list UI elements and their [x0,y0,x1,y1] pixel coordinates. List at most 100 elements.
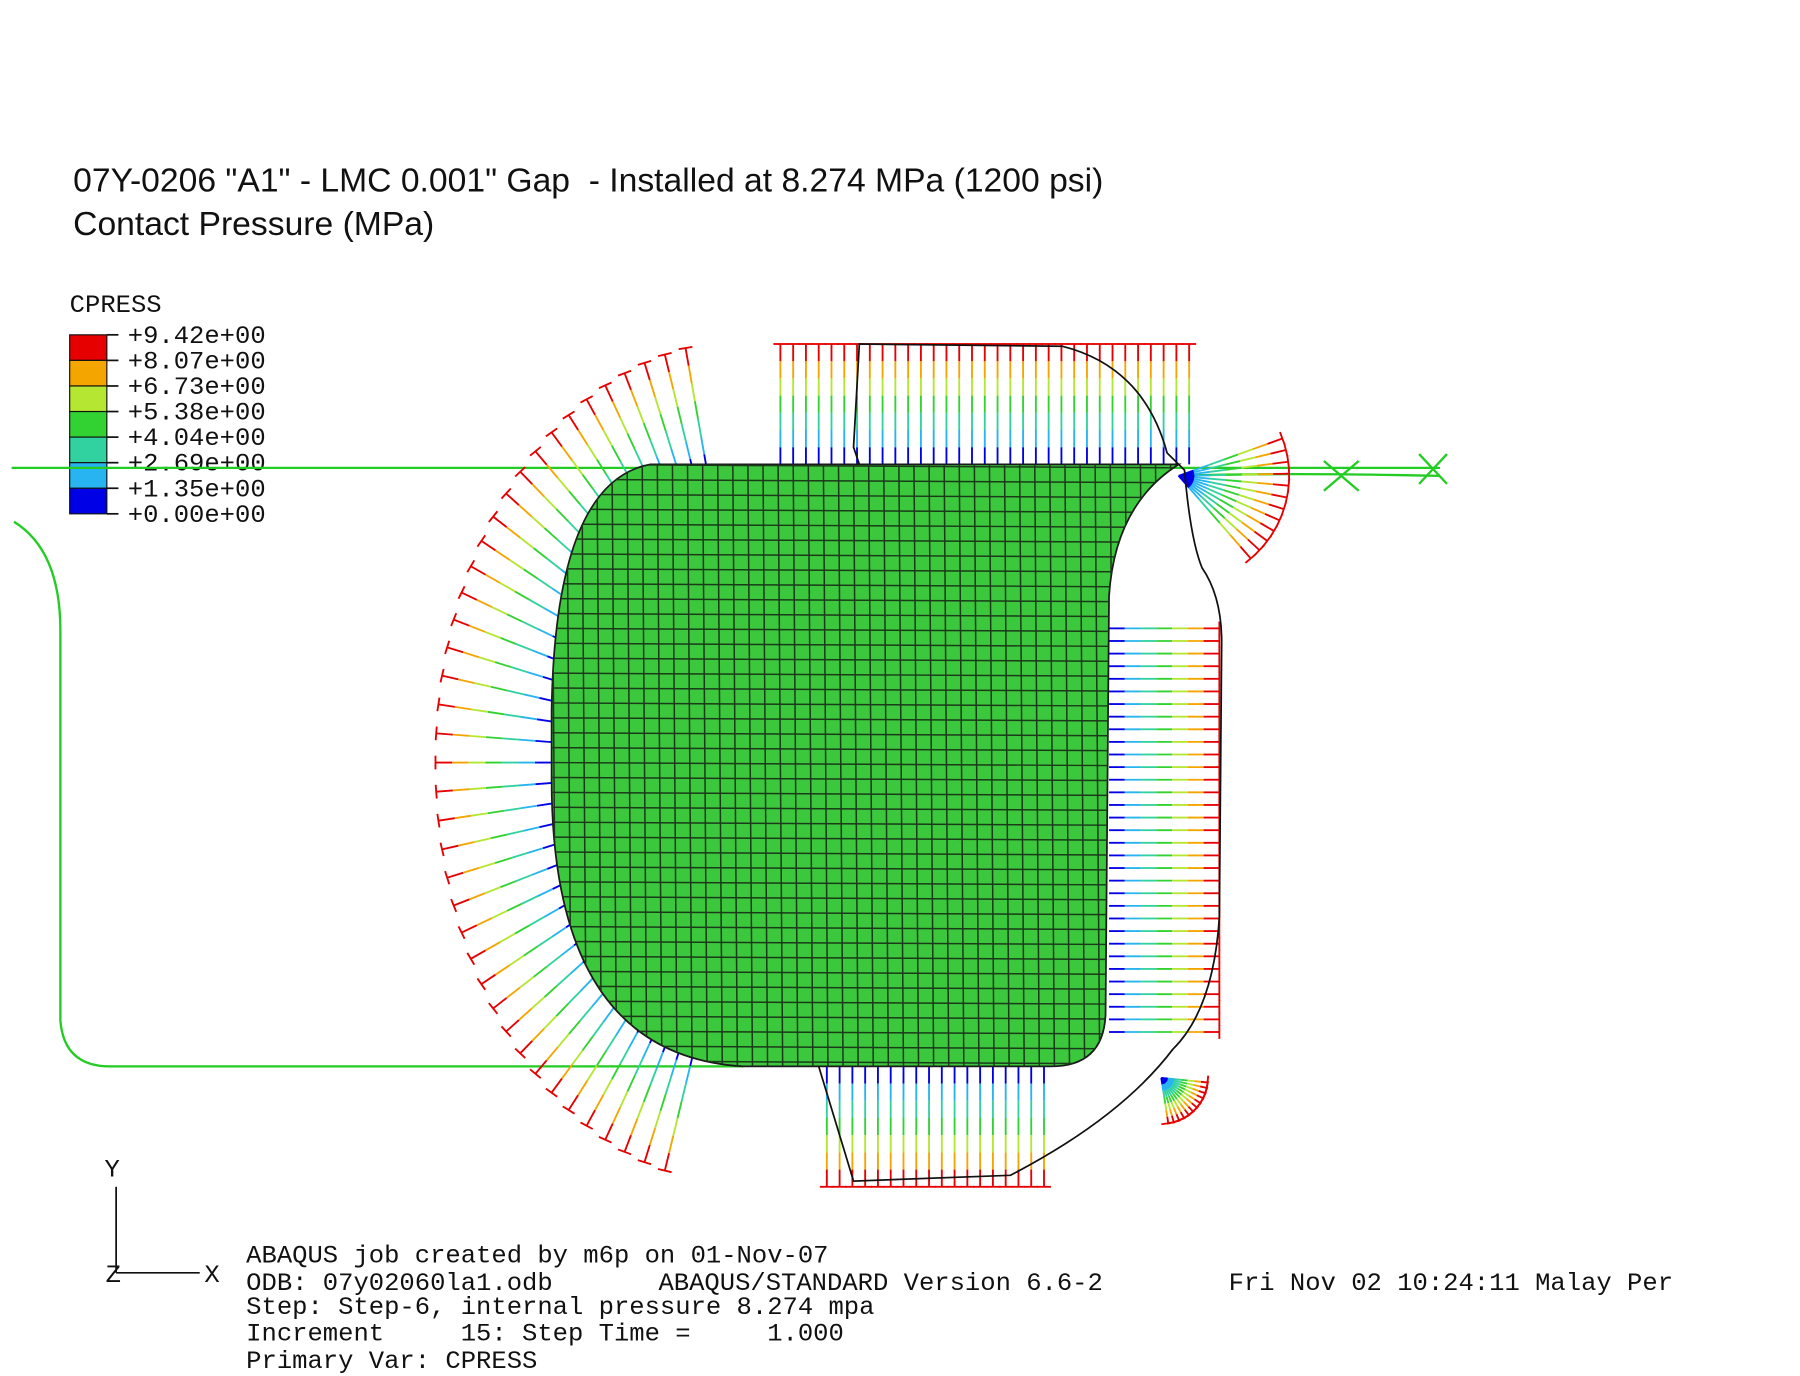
vector-segment [1176,1105,1182,1113]
vector-segment [526,671,544,678]
vector-segment [664,1076,672,1095]
vector-segment [1224,517,1238,530]
mesh-line [551,1015,1179,1021]
vector-segment [1186,1085,1193,1090]
vector-segment [487,710,505,716]
vector-segment [1193,1084,1201,1088]
vector-segment [514,590,531,601]
vector-segment [585,398,596,416]
vector-segment [534,450,548,466]
vector-segment [505,1019,520,1033]
vector-head [579,1121,594,1130]
mesh-line [551,1030,1179,1036]
legend-swatch [69,385,108,413]
vector-segment [556,973,571,987]
vector-head [444,640,451,655]
vector-segment [535,739,553,744]
vector-segment [1189,485,1203,498]
mesh-line [551,657,1179,663]
vector-segment [668,371,675,390]
vector-segment [523,693,540,699]
vector-segment [1162,1090,1166,1098]
vector-segment [569,961,584,975]
vector-segment [634,449,644,467]
mesh-line [686,464,693,1067]
vector-head [617,369,632,377]
vector-segment [1192,481,1208,490]
vector-segment [642,422,652,441]
vector-segment [1221,494,1237,503]
vector-segment [505,492,520,506]
vector-segment [453,898,470,907]
vector-segment [1205,490,1220,501]
footer-line: ODB: 07y02060la1.odb [246,1269,552,1298]
vector-segment [484,886,501,895]
vector-segment [543,495,557,510]
vector-head [1280,502,1287,516]
vector-head [476,534,487,548]
vector-segment [1172,1093,1178,1100]
vector-segment [643,1144,651,1163]
mesh-line [732,464,739,1067]
legend-label: +5.38e+00 [128,399,266,428]
vector-segment [664,430,672,449]
vector-head [488,1002,499,1015]
vector-segment [1193,478,1210,483]
vector-segment [484,630,501,639]
vector-segment [518,1007,533,1021]
vector-segment [546,557,562,570]
vector-segment [680,423,687,442]
vector-segment [536,718,554,723]
vector-segment [499,932,516,943]
vector-segment [586,444,598,461]
triad-label: Z [106,1261,121,1290]
vector-head [439,842,445,857]
vector-segment [1250,506,1266,515]
vector-segment [504,807,521,812]
mesh-line [792,464,799,1067]
mesh-line [551,895,1179,901]
vector-head [529,1068,542,1079]
vector-segment [515,874,533,882]
mesh-line [551,985,1179,991]
vector-head [657,351,672,357]
vector-segment [523,568,539,580]
vector-head [514,466,526,478]
vector-segment [1165,1110,1169,1117]
vector-segment [1196,1094,1204,1100]
vector-head [439,668,445,683]
vector-head [1287,478,1291,493]
legend-swatch [69,487,108,515]
vector-segment [500,880,517,889]
vector-segment [663,1152,670,1171]
triad-label: X [204,1261,219,1290]
vector-segment [518,783,536,787]
vector-head [457,925,466,940]
vector-segment [510,666,528,673]
vector-segment [1173,1107,1178,1115]
vector-segment [1180,1081,1188,1085]
vector-segment [550,1078,563,1094]
legend-label: +8.07e+00 [128,348,266,377]
legend-swatch [69,334,108,361]
mesh-line [551,940,1179,946]
vector-segment [458,678,475,684]
vector-segment [534,1059,548,1075]
vector-head [545,1087,558,1098]
vector-segment [506,986,521,999]
vector-segment [619,1091,629,1108]
vector-segment [648,1127,656,1146]
vector-segment [568,490,581,506]
vector-segment [1271,493,1288,499]
vector-segment [636,1101,645,1119]
mesh-line [551,970,1179,976]
vector-segment [614,1020,626,1037]
vector-segment [654,1110,662,1129]
vector-segment [690,383,696,402]
vector-segment [1161,1084,1165,1091]
vector-segment [1169,1086,1176,1093]
vector-segment [1188,487,1200,501]
vector-segment [520,804,538,810]
vector-head [1244,553,1257,564]
vector-segment [1208,484,1225,491]
